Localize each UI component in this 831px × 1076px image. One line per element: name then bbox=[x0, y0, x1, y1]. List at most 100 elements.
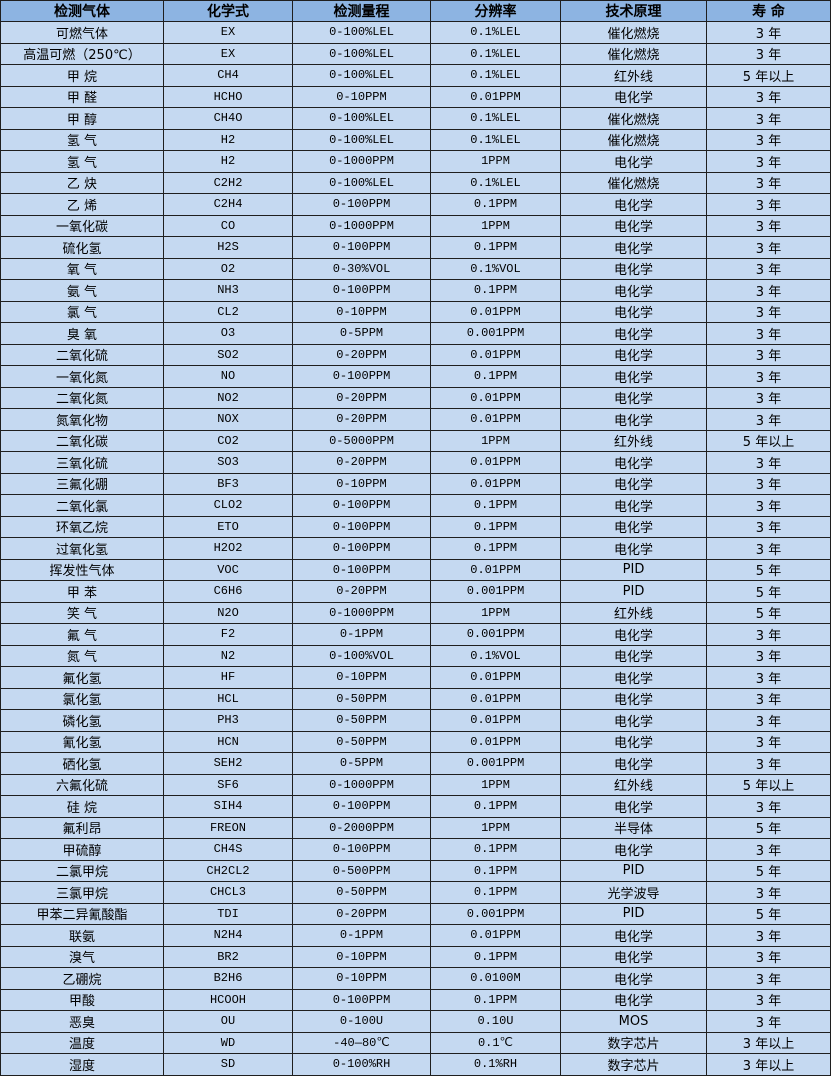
cell-lifespan: 3 年 bbox=[706, 150, 831, 173]
cell-lifespan: 3 年 bbox=[706, 752, 831, 775]
cell-resolution: 0.1%LEL bbox=[430, 64, 561, 87]
cell-gas: 三氧化硫 bbox=[0, 451, 164, 474]
table-row: 一氧化碳 CO 0-1000PPM 1PPM 电化学 3 年 bbox=[0, 214, 831, 237]
cell-gas: 硫化氢 bbox=[0, 236, 164, 259]
table-row: 甲 苯 C6H6 0-20PPM 0.001PPM PID 5 年 bbox=[0, 580, 831, 603]
cell-formula: ETO bbox=[163, 515, 293, 538]
cell-gas: 氨 气 bbox=[0, 279, 164, 302]
table-row: 湿度 SD 0-100%RH 0.1%RH 数字芯片 3 年以上 bbox=[0, 1053, 831, 1076]
table-row: 二氧化硫 SO2 0-20PPM 0.01PPM 电化学 3 年 bbox=[0, 343, 831, 366]
cell-formula: HCHO bbox=[163, 85, 293, 108]
table-row: 磷化氢 PH3 0-50PPM 0.01PPM 电化学 3 年 bbox=[0, 709, 831, 732]
cell-formula: CO2 bbox=[163, 429, 293, 452]
cell-range: 0-100%RH bbox=[292, 1053, 431, 1076]
cell-formula: H2O2 bbox=[163, 537, 293, 560]
cell-range: 0-1000PPM bbox=[292, 601, 431, 624]
cell-resolution: 1PPM bbox=[430, 601, 561, 624]
cell-gas: 高温可燃（250℃） bbox=[0, 42, 164, 65]
cell-resolution: 0.001PPM bbox=[430, 580, 561, 603]
cell-resolution: 0.1℃ bbox=[430, 1031, 561, 1054]
cell-range: 0-1PPM bbox=[292, 623, 431, 646]
cell-gas: 甲 烷 bbox=[0, 64, 164, 87]
table-row: 氮氧化物 NOX 0-20PPM 0.01PPM 电化学 3 年 bbox=[0, 408, 831, 431]
cell-gas: 甲酸 bbox=[0, 988, 164, 1011]
cell-lifespan: 3 年 bbox=[706, 128, 831, 151]
cell-formula: WD bbox=[163, 1031, 293, 1054]
cell-range: 0-100PPM bbox=[292, 537, 431, 560]
cell-formula: PH3 bbox=[163, 709, 293, 732]
cell-resolution: 0.1PPM bbox=[430, 365, 561, 388]
cell-gas: 二氯甲烷 bbox=[0, 859, 164, 882]
table-row: 可燃气体 EX 0-100%LEL 0.1%LEL 催化燃烧 3 年 bbox=[0, 21, 831, 44]
table-row: 氟 气 F2 0-1PPM 0.001PPM 电化学 3 年 bbox=[0, 623, 831, 646]
cell-range: 0-100PPM bbox=[292, 193, 431, 216]
cell-lifespan: 3 年 bbox=[706, 42, 831, 65]
cell-gas: 一氧化氮 bbox=[0, 365, 164, 388]
cell-lifespan: 3 年以上 bbox=[706, 1053, 831, 1076]
cell-range: 0-50PPM bbox=[292, 730, 431, 753]
cell-gas: 二氧化碳 bbox=[0, 429, 164, 452]
cell-range: 0-20PPM bbox=[292, 580, 431, 603]
table-row: 甲酸 HCOOH 0-100PPM 0.1PPM 电化学 3 年 bbox=[0, 988, 831, 1011]
cell-resolution: 0.01PPM bbox=[430, 666, 561, 689]
table-row: 甲 醛 HCHO 0-10PPM 0.01PPM 电化学 3 年 bbox=[0, 85, 831, 108]
cell-resolution: 0.1%VOL bbox=[430, 257, 561, 280]
cell-resolution: 0.01PPM bbox=[430, 924, 561, 947]
cell-resolution: 0.01PPM bbox=[430, 558, 561, 581]
table-row: 乙硼烷 B2H6 0-10PPM 0.0100M 电化学 3 年 bbox=[0, 967, 831, 990]
cell-resolution: 0.01PPM bbox=[430, 300, 561, 323]
cell-gas: 甲苯二异氰酸酯 bbox=[0, 902, 164, 925]
cell-lifespan: 3 年 bbox=[706, 322, 831, 345]
cell-lifespan: 3 年 bbox=[706, 881, 831, 904]
cell-resolution: 0.01PPM bbox=[430, 687, 561, 710]
cell-gas: 二氧化氯 bbox=[0, 494, 164, 517]
cell-formula: O3 bbox=[163, 322, 293, 345]
cell-formula: NH3 bbox=[163, 279, 293, 302]
cell-principle: 电化学 bbox=[560, 236, 707, 259]
table-row: 甲苯二异氰酸酯 TDI 0-20PPM 0.001PPM PID 5 年 bbox=[0, 902, 831, 925]
cell-lifespan: 5 年以上 bbox=[706, 773, 831, 796]
cell-formula: BF3 bbox=[163, 472, 293, 495]
cell-range: 0-100U bbox=[292, 1010, 431, 1033]
cell-principle: 电化学 bbox=[560, 85, 707, 108]
cell-formula: C2H4 bbox=[163, 193, 293, 216]
cell-principle: PID bbox=[560, 558, 707, 581]
cell-formula: CH4S bbox=[163, 838, 293, 861]
cell-gas: 过氧化氢 bbox=[0, 537, 164, 560]
cell-range: 0-10PPM bbox=[292, 945, 431, 968]
cell-lifespan: 3 年 bbox=[706, 193, 831, 216]
table-row: 氯化氢 HCL 0-50PPM 0.01PPM 电化学 3 年 bbox=[0, 687, 831, 710]
cell-principle: PID bbox=[560, 859, 707, 882]
cell-formula: SIH4 bbox=[163, 795, 293, 818]
cell-range: 0-1PPM bbox=[292, 924, 431, 947]
cell-lifespan: 3 年 bbox=[706, 85, 831, 108]
cell-formula: CH4 bbox=[163, 64, 293, 87]
cell-lifespan: 5 年 bbox=[706, 816, 831, 839]
cell-range: 0-1000PPM bbox=[292, 773, 431, 796]
cell-principle: 数字芯片 bbox=[560, 1031, 707, 1054]
cell-lifespan: 3 年 bbox=[706, 623, 831, 646]
table-row: 硫化氢 H2S 0-100PPM 0.1PPM 电化学 3 年 bbox=[0, 236, 831, 259]
cell-resolution: 0.001PPM bbox=[430, 752, 561, 775]
cell-lifespan: 3 年 bbox=[706, 644, 831, 667]
cell-gas: 乙 烯 bbox=[0, 193, 164, 216]
cell-formula: TDI bbox=[163, 902, 293, 925]
cell-resolution: 1PPM bbox=[430, 150, 561, 173]
cell-formula: O2 bbox=[163, 257, 293, 280]
cell-lifespan: 3 年以上 bbox=[706, 1031, 831, 1054]
cell-gas: 一氧化碳 bbox=[0, 214, 164, 237]
cell-resolution: 0.01PPM bbox=[430, 451, 561, 474]
cell-gas: 氧 气 bbox=[0, 257, 164, 280]
table-row: 笑 气 N2O 0-1000PPM 1PPM 红外线 5 年 bbox=[0, 601, 831, 624]
cell-gas: 氟化氢 bbox=[0, 666, 164, 689]
cell-resolution: 0.1PPM bbox=[430, 236, 561, 259]
cell-principle: 电化学 bbox=[560, 343, 707, 366]
cell-principle: 电化学 bbox=[560, 451, 707, 474]
cell-range: 0-10PPM bbox=[292, 300, 431, 323]
cell-resolution: 0.0100M bbox=[430, 967, 561, 990]
cell-lifespan: 3 年 bbox=[706, 730, 831, 753]
table-row: 一氧化氮 NO 0-100PPM 0.1PPM 电化学 3 年 bbox=[0, 365, 831, 388]
cell-gas: 乙 炔 bbox=[0, 171, 164, 194]
cell-formula: CH2CL2 bbox=[163, 859, 293, 882]
